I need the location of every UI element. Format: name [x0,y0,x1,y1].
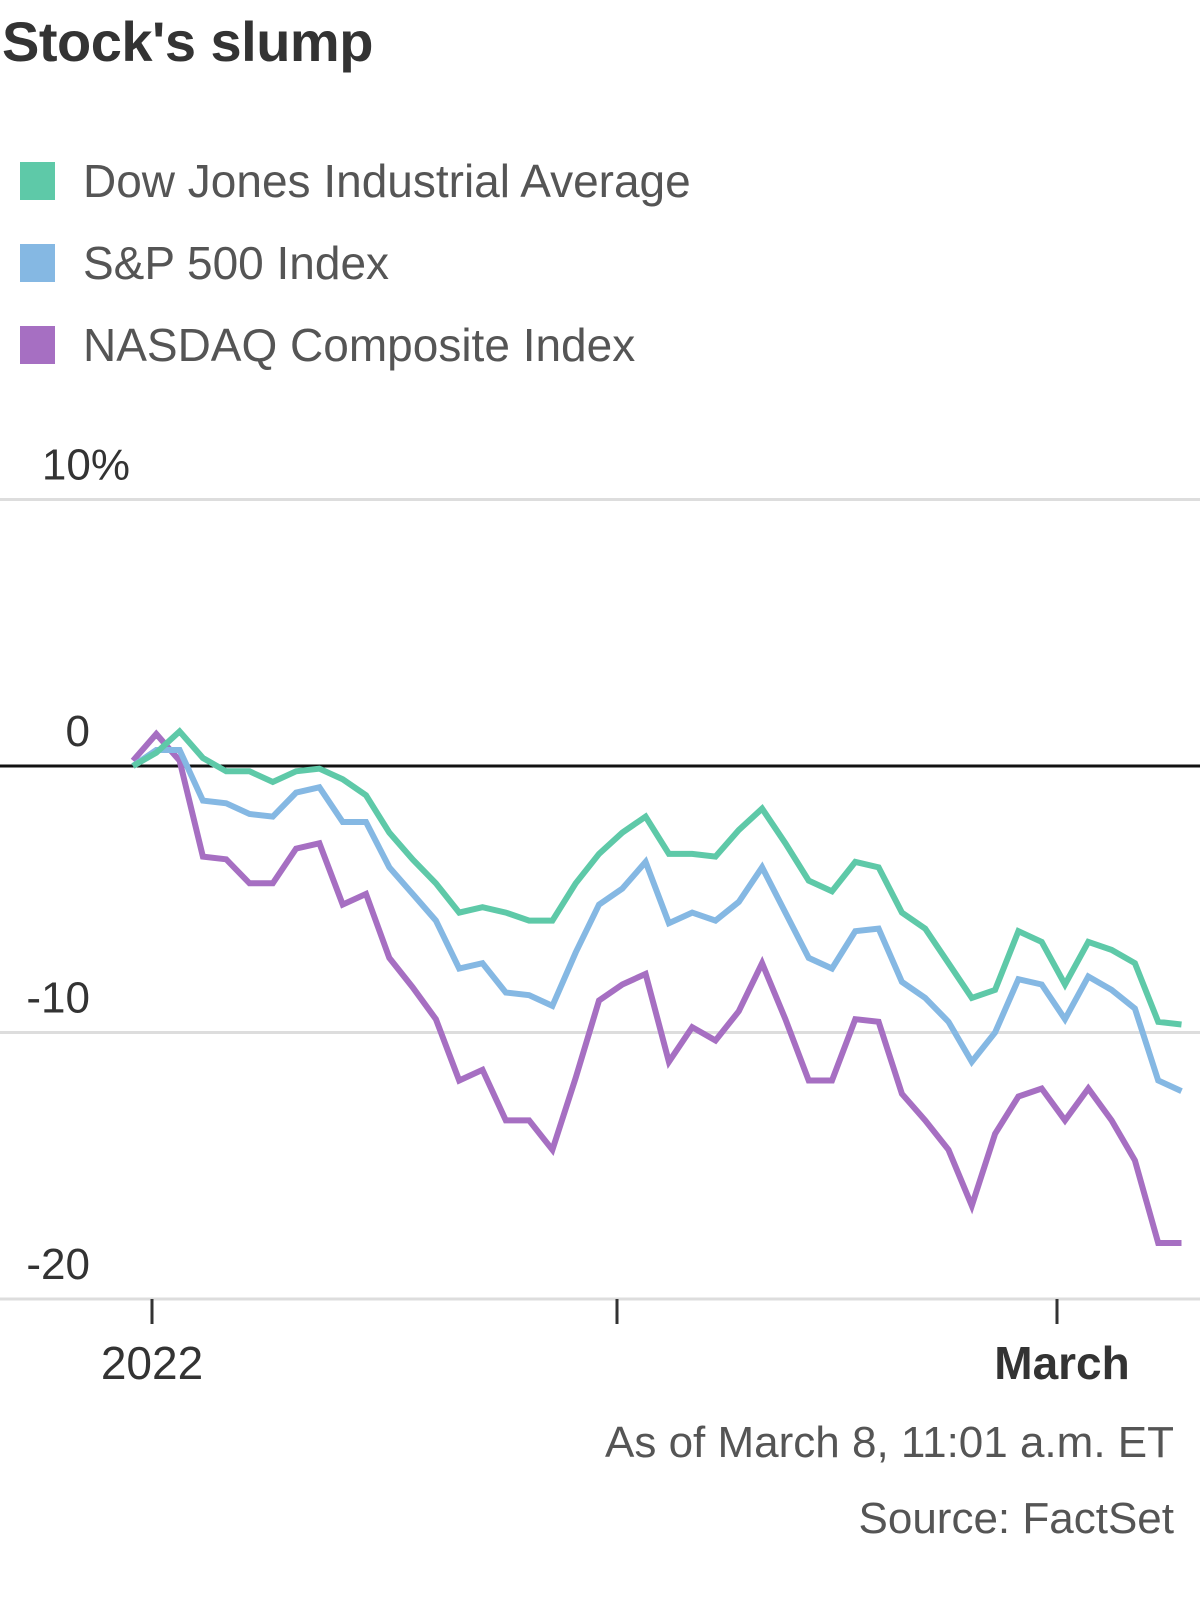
x-axis: 2022 March [101,1299,1130,1389]
y-tick-label: -10 [26,974,90,1023]
dow-line [131,727,1182,1028]
source-note: Source: FactSet [858,1494,1174,1543]
sp500-line [131,747,1183,1094]
legend-item-dow: Dow Jones Industrial Average [20,140,691,222]
gridlines [0,498,1200,1301]
chart-title: Stock's slump [2,10,373,73]
legend-item-sp500: S&P 500 Index [20,222,691,304]
y-tick-label: 0 [66,707,90,756]
legend-label-dow: Dow Jones Industrial Average [83,155,691,207]
legend-label-sp500: S&P 500 Index [83,237,390,289]
legend: Dow Jones Industrial Average S&P 500 Ind… [20,140,691,386]
y-tick-label: -20 [26,1240,90,1289]
nasdaq-line [130,729,1182,1246]
legend-item-nasdaq: NASDAQ Composite Index [20,304,691,386]
legend-swatch-dow [20,162,55,200]
x-tick-label: 2022 [101,1337,203,1389]
y-axis-labels: 10% 0 -10 -20 [26,441,130,1290]
as-of-note: As of March 8, 11:01 a.m. ET [605,1418,1174,1467]
x-tick-label: March [994,1337,1129,1389]
legend-swatch-sp500 [20,244,55,282]
series-lines [130,727,1183,1246]
legend-swatch-nasdaq [20,326,55,364]
legend-label-nasdaq: NASDAQ Composite Index [83,319,636,371]
y-tick-label: 10% [42,441,130,490]
